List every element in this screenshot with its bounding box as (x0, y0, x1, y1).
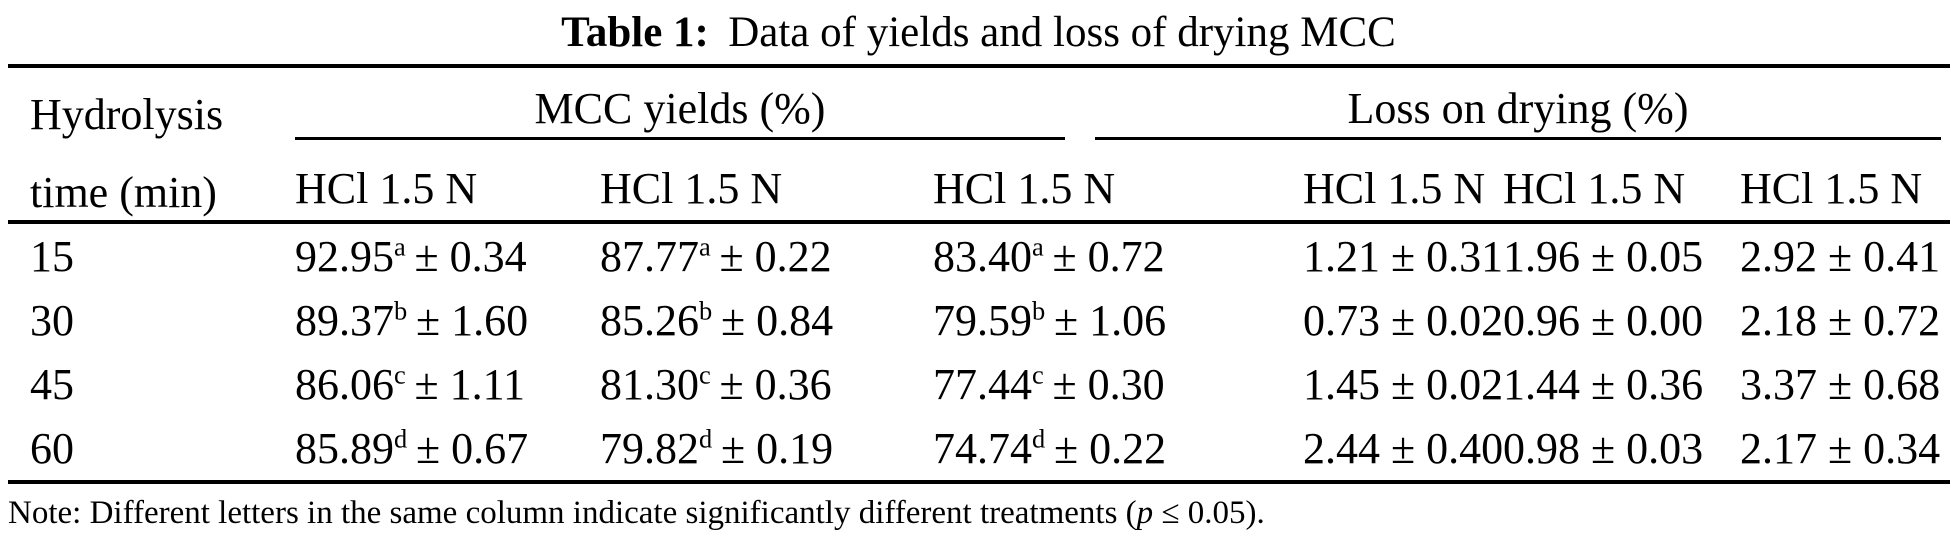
footnote-text-end: ≤ 0.05). (1153, 495, 1265, 531)
footnote-text: Note: Different letters in the same colu… (8, 495, 1137, 531)
significance-letter: b (699, 294, 713, 325)
table-body: 15 92.95a ± 0.34 87.77a ± 0.22 83.40a ± 0.7… (8, 220, 1950, 480)
table-row: 15 92.95a ± 0.34 87.77a ± 0.22 83.40a ± 0.7… (8, 224, 1950, 288)
cell-loss: 1.21 ± 0.31 (1303, 231, 1504, 281)
table-row: 60 85.89d ± 0.67 79.82d ± 0.19 74.74d ± 0.2… (8, 416, 1950, 480)
cell-loss: 1.44 ± 0.36 (1503, 359, 1704, 409)
cell-loss: 1.96 ± 0.05 (1503, 231, 1704, 281)
cell-yield: 85.89d ± 0.67 (295, 422, 529, 473)
table-header: Hydrolysis time (min) MCC yields (%) Los… (8, 68, 1950, 220)
significance-letter: a (699, 230, 711, 261)
cell-yield: 79.82d ± 0.19 (600, 422, 834, 473)
subheader-hcl-3: HCl 1.5 N (933, 164, 1116, 213)
cell-loss: 0.98 ± 0.03 (1503, 423, 1704, 473)
significance-letter: c (1032, 358, 1044, 389)
subheader-hcl-2: HCl 1.5 N (600, 164, 783, 213)
table-title-text: Data of yields and loss of drying MCC (728, 9, 1396, 56)
table-title: Table 1: Data of yields and loss of dryin… (0, 0, 1957, 64)
cell-loss: 3.37 ± 0.68 (1740, 359, 1941, 409)
cell-loss: 2.17 ± 0.34 (1740, 423, 1941, 473)
cell-hydrolysis-time: 45 (30, 359, 74, 409)
cell-hydrolysis-time: 30 (30, 295, 74, 345)
significance-letter: d (699, 422, 713, 453)
subheader-hcl-4: HCl 1.5 N (1303, 164, 1486, 213)
cell-yield: 77.44c ± 0.30 (933, 358, 1165, 409)
cell-loss: 2.44 ± 0.40 (1303, 423, 1504, 473)
cell-yield: 89.37b ± 1.60 (295, 294, 529, 345)
cell-loss: 1.45 ± 0.02 (1303, 359, 1504, 409)
cell-yield: 74.74d ± 0.22 (933, 422, 1167, 473)
significance-letter: a (1032, 230, 1044, 261)
table-row: 30 89.37b ± 1.60 85.26b ± 0.84 79.59b ± 1.0… (8, 288, 1950, 352)
cell-hydrolysis-time: 15 (30, 231, 74, 281)
subheader-row: HCl 1.5 N HCl 1.5 N HCl 1.5 N HCl 1.5 N … (8, 164, 1950, 214)
cell-yield: 85.26b ± 0.84 (600, 294, 834, 345)
significance-letter: c (394, 358, 406, 389)
data-table: Hydrolysis time (min) MCC yields (%) Los… (8, 64, 1950, 484)
significance-letter: b (1032, 294, 1046, 325)
cell-yield: 87.77a ± 0.22 (600, 230, 832, 281)
cell-hydrolysis-time: 60 (30, 423, 74, 473)
subheader-spacer (8, 164, 295, 214)
cell-yield: 79.59b ± 1.06 (933, 294, 1167, 345)
cell-yield: 81.30c ± 0.36 (600, 358, 832, 409)
cell-yield: 92.95a ± 0.34 (295, 230, 527, 281)
significance-letter: b (394, 294, 408, 325)
table-footnote: Note: Different letters in the same colu… (8, 494, 1957, 532)
row-header-hydrolysis-time: Hydrolysis time (min) (30, 90, 224, 217)
subheader-hcl-1: HCl 1.5 N (295, 164, 478, 213)
group-header-mcc-yields: MCC yields (%) (295, 83, 1065, 140)
subheader-hcl-5: HCl 1.5 N (1503, 164, 1686, 213)
cell-yield: 86.06c ± 1.11 (295, 358, 526, 409)
group-header-row: MCC yields (%) Loss on drying (%) (8, 68, 1950, 140)
significance-letter: c (699, 358, 711, 389)
cell-yield: 83.40a ± 0.72 (933, 230, 1165, 281)
table-row: 45 86.06c ± 1.11 81.30c ± 0.36 77.44c ± 0.3… (8, 352, 1950, 416)
significance-letter: a (394, 230, 406, 261)
p-value-symbol: p (1136, 495, 1154, 531)
group-header-loss-on-drying: Loss on drying (%) (1095, 83, 1941, 140)
cell-loss: 0.96 ± 0.00 (1503, 295, 1704, 345)
cell-loss: 0.73 ± 0.02 (1303, 295, 1504, 345)
subheader-hcl-6: HCl 1.5 N (1740, 164, 1923, 213)
significance-letter: d (394, 422, 408, 453)
cell-loss: 2.92 ± 0.41 (1740, 231, 1941, 281)
cell-loss: 2.18 ± 0.72 (1740, 295, 1941, 345)
table-title-label: Table 1: (561, 9, 709, 56)
significance-letter: d (1032, 422, 1046, 453)
